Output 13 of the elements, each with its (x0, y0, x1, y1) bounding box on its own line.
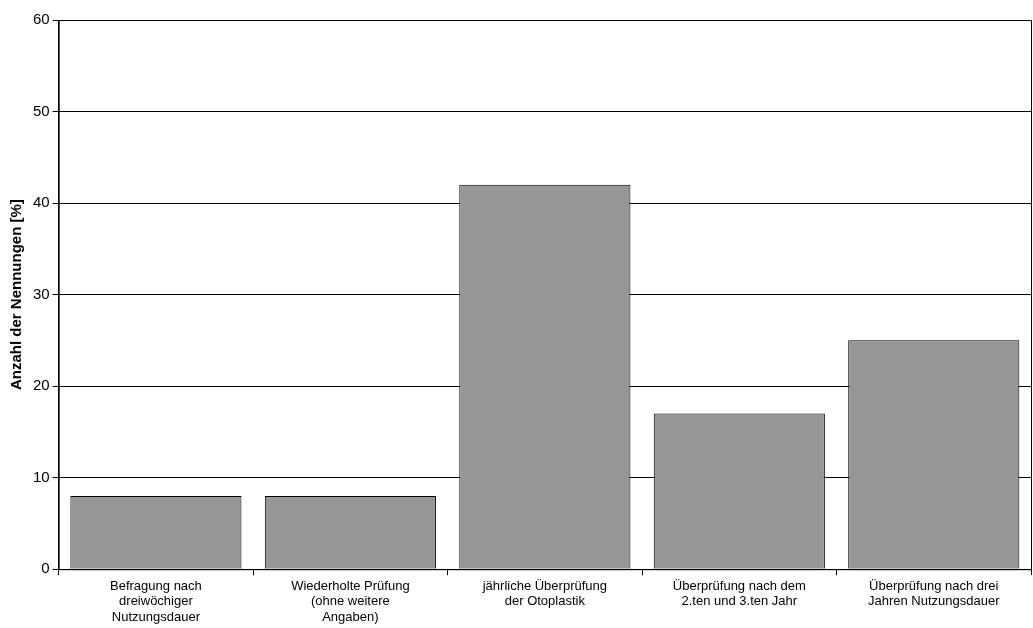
x-tick-label: Überprüfung nach dem 2.ten und 3.ten Jahr (672, 577, 806, 609)
y-tick-label: 10 (33, 467, 50, 485)
y-tick-label: 40 (33, 193, 50, 211)
x-tick-label: jährliche Überprüfung der Otoplastik (481, 577, 607, 609)
x-tick-label: Befragung nach dreiwöchiger Nutzungsdauer (110, 577, 202, 624)
x-tick-label: Überprüfung nach drei Jahren Nutzungsdauer (868, 577, 1001, 609)
y-tick-label: 30 (33, 284, 50, 302)
y-tick-label: 60 (33, 10, 50, 28)
y-tick-label: 50 (33, 101, 50, 119)
y-tick-label: 0 (41, 559, 50, 577)
y-axis-title: Anzahl der Nennungen [%] (7, 199, 25, 391)
y-tick-label: 20 (33, 376, 50, 394)
x-tick-label: Wiederholte Prüfung (ohne weitere Angaben) (291, 577, 410, 624)
